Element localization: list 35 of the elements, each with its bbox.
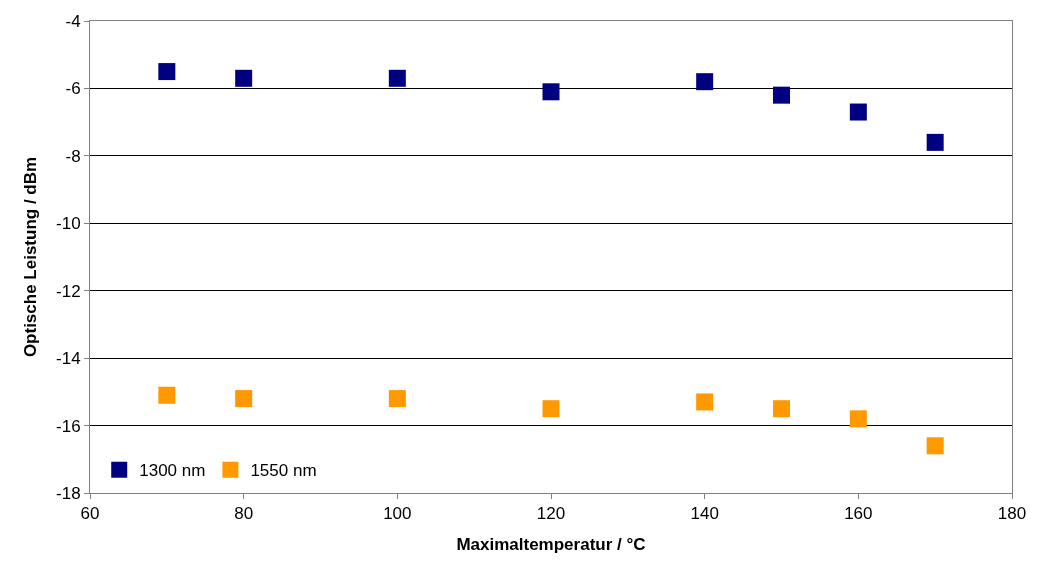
point: [926, 133, 944, 151]
point: [773, 86, 790, 104]
y-tick-label: -14: [56, 349, 81, 369]
y-tick-label: -4: [65, 11, 81, 31]
y-tick-label: -10: [56, 214, 81, 234]
point: [696, 73, 714, 91]
point: [849, 103, 867, 121]
x-tick-label: 60: [80, 504, 100, 524]
y-tick-label: -16: [56, 416, 81, 436]
legend-label: 1300 nm: [139, 461, 206, 481]
point: [696, 393, 714, 411]
point: [849, 410, 867, 428]
x-tick-label: 120: [536, 504, 566, 524]
legend-label: 1550 nm: [250, 461, 317, 481]
x-tick-label: 180: [997, 504, 1027, 524]
point: [158, 63, 176, 81]
x-tick-label: 160: [844, 504, 873, 524]
point: [542, 400, 560, 418]
point: [388, 390, 406, 408]
point: [542, 83, 560, 101]
y-tick-label: -18: [56, 483, 81, 503]
point: [235, 390, 253, 408]
point: [773, 400, 790, 418]
x-tick-label: 80: [234, 504, 254, 524]
x-tick-label: 140: [690, 504, 719, 524]
point: [388, 69, 406, 87]
y-tick-label: -6: [65, 79, 81, 99]
y-tick-label: -12: [56, 281, 81, 301]
y-tick-label: -8: [65, 146, 81, 166]
point: [158, 386, 176, 404]
x-axis-title: Maximaltemperatur / °C: [456, 534, 646, 554]
x-tick-label: 100: [383, 504, 412, 524]
point: [926, 437, 944, 455]
point: [235, 69, 253, 87]
y-axis-title: Optische Leistung / dBm: [20, 156, 40, 358]
